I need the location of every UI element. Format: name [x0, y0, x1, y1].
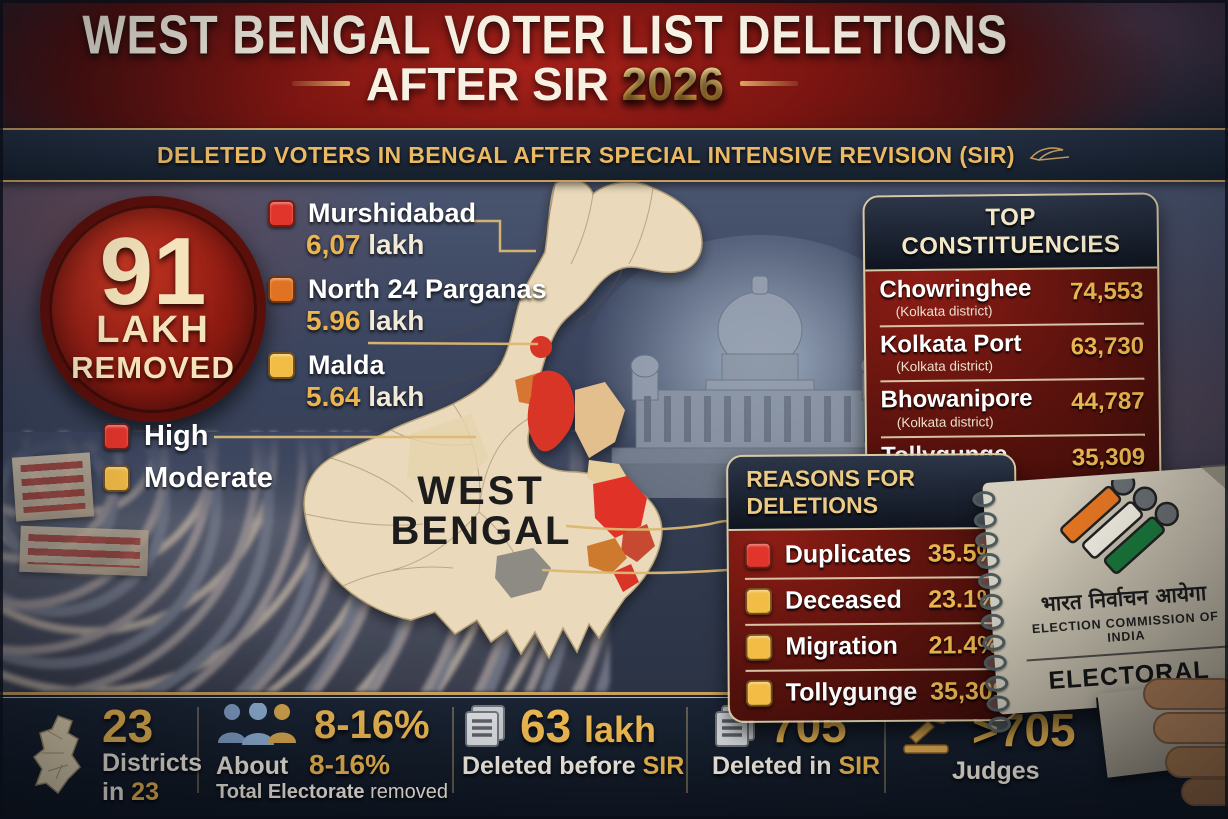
- constituency-row: Kolkata Port (Kolkata district) 63,730: [879, 324, 1145, 383]
- total-removed-badge: 91 LAKH REMOVED: [40, 196, 266, 422]
- header-banner: WEST BENGAL VOTER LIST DELETIONS AFTER S…: [0, 0, 1228, 128]
- constituency-name: Bhowanipore: [880, 385, 1033, 414]
- reason-row: Duplicates 35.5%: [744, 532, 999, 580]
- title-dash-left: [292, 81, 351, 87]
- callout-value: 5.96: [306, 305, 361, 336]
- stat-caption: Districts: [102, 749, 203, 777]
- constituency-district: (Kolkata district): [896, 358, 994, 375]
- legend-chip-red: [268, 200, 295, 227]
- constituency-value: 35,309: [1071, 443, 1146, 471]
- reason-row: Migration 21.4%: [745, 624, 1000, 672]
- constituency-name: Chowringhee: [879, 274, 1032, 304]
- district-map-icon: [32, 715, 81, 795]
- map-label-line1: WEST: [417, 469, 545, 513]
- stat-value-unit: lakh: [583, 709, 656, 750]
- badge-caption: REMOVED: [71, 350, 235, 386]
- constituency-value: 63,730: [1070, 332, 1145, 361]
- top-constituencies-panel: TOP CONSTITUENCIES Chowringhee (Kolkata …: [862, 192, 1162, 497]
- callout-value: 6,07: [306, 229, 361, 260]
- stat-value: 23: [102, 700, 154, 752]
- stat-caption-highlight: SIR: [838, 752, 881, 780]
- divider: [686, 707, 688, 793]
- reason-label: Duplicates: [784, 539, 912, 569]
- badge-value: 91: [99, 217, 207, 325]
- stat-caption-highlight: SIR: [642, 752, 685, 780]
- legend-chip-yellow: [745, 633, 773, 661]
- stat-caption-value: 8-16%: [309, 749, 390, 780]
- legend-chip-yellow: [268, 352, 295, 379]
- title-line1: WEST BENGAL VOTER LIST DELETIONS: [82, 3, 1008, 66]
- title-dash-right: [739, 81, 798, 87]
- stat-caption: in: [102, 778, 125, 806]
- legend-moderate: Moderate: [103, 462, 273, 495]
- constituency-district: (Kolkata district): [895, 303, 993, 320]
- stat-value: 8-16%: [314, 703, 430, 747]
- badge-unit: LAKH: [96, 309, 210, 352]
- constituency-value: 74,553: [1069, 277, 1144, 306]
- callout-malda: Malda 5.64 lakh: [268, 350, 547, 413]
- stat-subcaption: removed: [370, 781, 448, 803]
- map-legend: High Moderate: [103, 420, 273, 504]
- quill-icon: [1029, 147, 1070, 161]
- stat-subcaption: Total Electorate: [216, 781, 365, 803]
- legend-chip-red: [103, 423, 130, 450]
- constituency-row: Bhowanipore (Kolkata district) 44,787: [880, 379, 1145, 438]
- callout-unit: lakh: [368, 381, 425, 412]
- divider: [452, 707, 454, 793]
- reason-label: Tollygunge: [785, 677, 918, 707]
- constituency-value: 44,787: [1071, 387, 1145, 416]
- constituency-row: Chowringhee (Kolkata district) 74,553: [879, 269, 1144, 328]
- legend-chip-red: [744, 541, 772, 569]
- map-label-line2: BENGAL: [391, 509, 572, 553]
- stat-deleted-before-sir: 63 lakh Deleted before SIR: [462, 703, 684, 781]
- stat-caption: Judges: [952, 757, 1040, 785]
- legend-label: Moderate: [144, 462, 273, 494]
- page-title: WEST BENGAL VOTER LIST DELETIONS AFTER S…: [0, 3, 1090, 111]
- constituency-name: Kolkata Port: [879, 330, 1022, 359]
- subtitle-text: DELETED VOTERS IN BENGAL AFTER SPECIAL I…: [157, 141, 1015, 168]
- stat-districts: 23 Districts in 23: [28, 703, 202, 807]
- callout-value: 5.64: [306, 381, 361, 412]
- stat-caption: About: [216, 752, 289, 780]
- callout-north24parganas: North 24 Parganas 5.96 lakh: [268, 274, 547, 337]
- district-tan-east: [575, 382, 625, 458]
- reason-label: Migration: [785, 631, 899, 661]
- subtitle-bar: DELETED VOTERS IN BENGAL AFTER SPECIAL I…: [0, 128, 1228, 182]
- callout-unit: lakh: [368, 305, 425, 336]
- stat-value: 63: [520, 700, 572, 752]
- callout-unit: lakh: [368, 229, 425, 260]
- district-callouts: Murshidabad 6,07 lakh North 24 Parganas …: [268, 198, 547, 426]
- stat-electorate: 8-16% About 8-16% Total Electorate remov…: [216, 703, 448, 804]
- protest-placard: [11, 452, 95, 522]
- legend-chip-orange: [268, 276, 295, 303]
- reason-label: Deceased: [784, 585, 902, 615]
- callout-name: Malda: [308, 350, 385, 380]
- callout-name: Murshidabad: [308, 198, 477, 228]
- legend-chip-yellow: [103, 465, 130, 492]
- callout-murshidabad: Murshidabad 6,07 lakh: [268, 198, 547, 261]
- title-line2-text: AFTER SIR: [366, 58, 609, 111]
- stat-caption: Deleted in: [712, 752, 832, 780]
- eci-logo-icon: [1060, 471, 1180, 575]
- legend-high: High: [103, 420, 273, 453]
- legend-label: High: [144, 420, 209, 452]
- reason-row: Deceased 23.1%: [744, 578, 1000, 626]
- protest-placard: [19, 525, 149, 577]
- legend-chip-yellow: [744, 587, 773, 615]
- reason-row: Tollygunge 35,309: [745, 670, 1007, 716]
- callout-name: North 24 Parganas: [308, 274, 547, 304]
- title-year: 2026: [621, 58, 724, 111]
- stat-caption: Deleted before: [462, 752, 636, 780]
- hand-illustration: [1143, 678, 1228, 806]
- people-icon: [218, 703, 296, 745]
- panel-title: TOP CONSTITUENCIES: [864, 194, 1158, 272]
- documents-icon: [465, 705, 505, 747]
- legend-chip-yellow: [745, 679, 773, 707]
- stat-caption-value: 23: [131, 778, 159, 806]
- constituency-district: (Kolkata district): [896, 413, 994, 430]
